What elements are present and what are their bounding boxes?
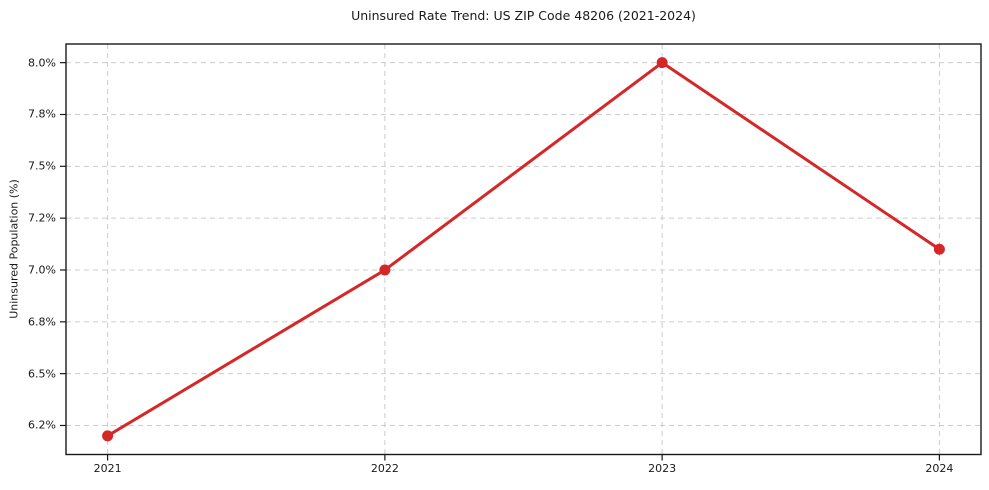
axes-border xyxy=(65,43,982,456)
data-point-marker xyxy=(379,264,391,276)
trend-line xyxy=(106,61,941,438)
chart-title: Uninsured Rate Trend: US ZIP Code 48206 … xyxy=(351,8,696,23)
data-point-marker xyxy=(102,430,114,442)
data-point-marker xyxy=(656,57,668,69)
data-point-marker xyxy=(933,243,945,255)
